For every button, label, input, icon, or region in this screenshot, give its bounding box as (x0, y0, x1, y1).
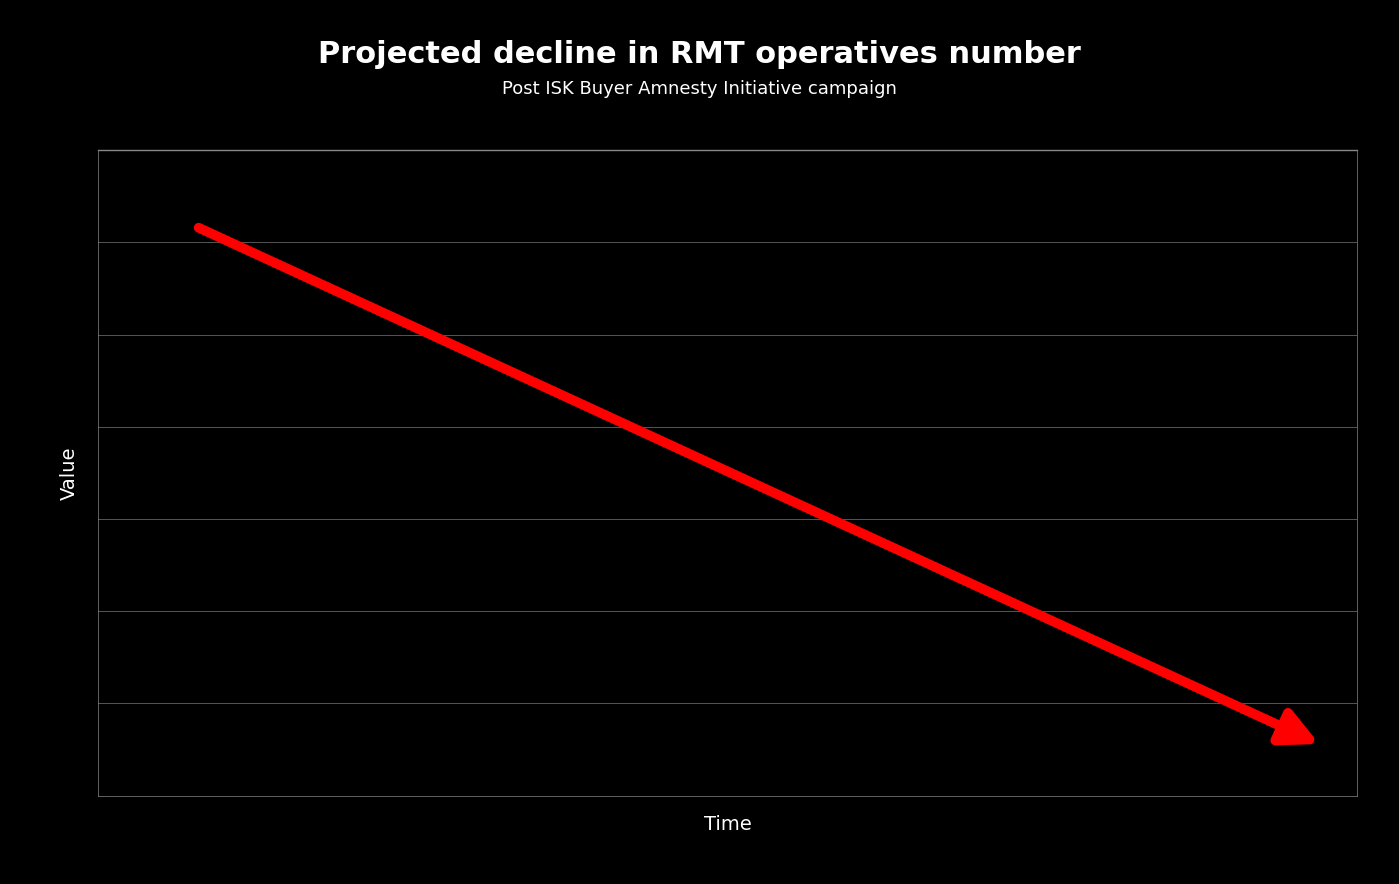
X-axis label: Time: Time (704, 815, 751, 834)
Text: Projected decline in RMT operatives number: Projected decline in RMT operatives numb… (318, 40, 1081, 69)
Y-axis label: Value: Value (60, 446, 78, 499)
Text: Post ISK Buyer Amnesty Initiative campaign: Post ISK Buyer Amnesty Initiative campai… (502, 80, 897, 97)
